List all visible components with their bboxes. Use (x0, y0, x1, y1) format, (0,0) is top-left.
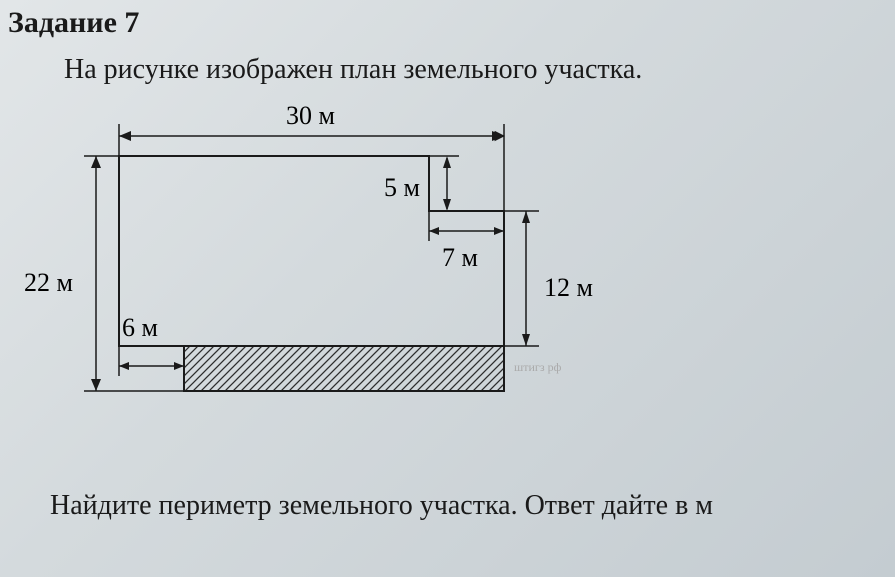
task-title: Задание 7 (8, 6, 139, 40)
dim-left-label: 22 м (24, 268, 73, 297)
hatched-area (184, 346, 504, 391)
watermark: штигз рф (514, 360, 562, 374)
page: { "title": "Задание 7", "intro": "На рис… (0, 0, 895, 577)
dim-7m-label: 7 м (442, 243, 478, 272)
dim-top-label: 30 м (286, 101, 335, 130)
dim-5m-label: 5 м (384, 173, 420, 202)
intro-text: На рисунке изображен план земельного уча… (64, 54, 642, 86)
question-text: Найдите периметр земельного участка. Отв… (50, 490, 713, 522)
dim-6m-label: 6 м (122, 313, 158, 342)
plot-figure: 30 м 22 м 6 м 5 м 7 м (24, 96, 664, 476)
dim-12m-label: 12 м (544, 273, 593, 302)
